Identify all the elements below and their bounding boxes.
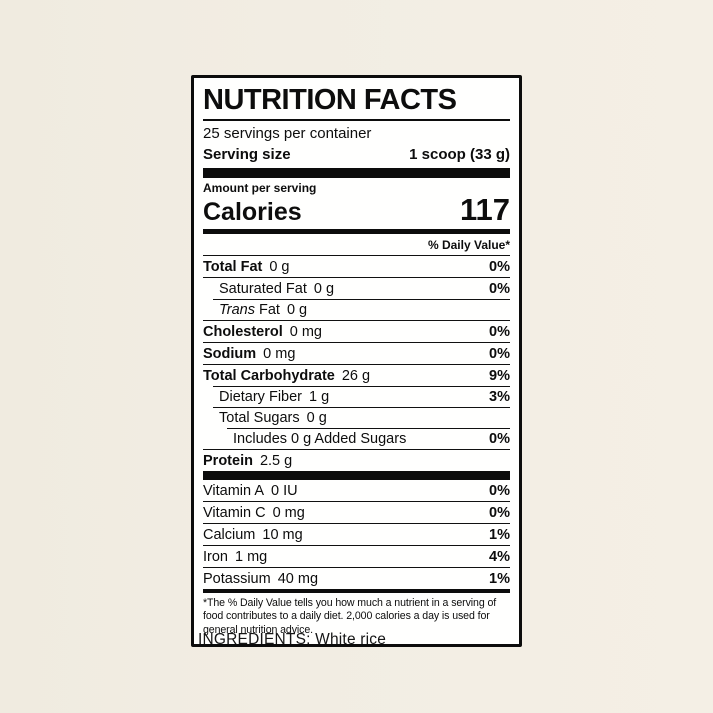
amount-per-serving-label: Amount per serving	[203, 180, 317, 195]
nutrient-amount: 0 mg	[289, 323, 323, 340]
nutrient-name: Includes 0 g Added Sugars	[233, 430, 407, 447]
vitamin-amount: 10 mg	[262, 526, 303, 543]
vitamin-name: Vitamin C	[203, 504, 266, 521]
nutrient-row-added-sugars: Includes 0 g Added Sugars 0%	[203, 427, 510, 449]
vitamin-dv: 0%	[489, 504, 510, 521]
vitamin-amount: 0 IU	[271, 482, 298, 499]
nutrient-name: Total Sugars	[219, 409, 300, 426]
vitamin-name: Iron	[203, 548, 228, 565]
nutrient-dv: 0%	[489, 323, 510, 340]
vitamin-row-vitamin-a: Vitamin A 0 IU 0%	[203, 480, 510, 501]
section-bar-top	[203, 167, 510, 178]
nutrient-amount: 0 g	[313, 280, 335, 297]
nutrient-name: Protein	[203, 452, 253, 469]
nutrient-name-italic: Trans	[219, 301, 255, 318]
vitamin-row-calcium: Calcium 10 mg 1%	[203, 522, 510, 545]
nutrient-name: Sodium	[203, 345, 257, 362]
nutrient-row-cholesterol: Cholesterol 0 mg 0%	[203, 319, 510, 342]
nutrient-row-dietary-fiber: Dietary Fiber 1 g 3%	[203, 385, 510, 407]
vitamin-row-vitamin-c: Vitamin C 0 mg 0%	[203, 500, 510, 523]
vitamin-dv: 1%	[489, 570, 510, 587]
nutrient-name: Saturated Fat	[219, 280, 307, 297]
nutrient-name: Total Fat	[203, 258, 263, 275]
nutrient-amount: 0 g	[306, 409, 327, 426]
daily-value-header: % Daily Value*	[427, 237, 510, 252]
nutrient-amount: 0 g	[269, 258, 290, 275]
nutrient-amount: 0 g	[286, 301, 308, 318]
nutrient-row-trans-fat: Trans Fat 0 g	[203, 298, 510, 320]
nutrient-row-total-fat: Total Fat 0 g 0%	[203, 254, 510, 277]
nutrient-dv: 9%	[489, 367, 510, 384]
nutrient-amount: 0 mg	[263, 345, 296, 362]
nutrient-name: Cholesterol	[203, 323, 283, 340]
nutrient-dv: 0%	[489, 430, 510, 447]
nutrient-amount: 1 g	[309, 388, 330, 405]
vitamin-dv: 4%	[489, 548, 510, 565]
nutrition-facts-panel: NUTRITION FACTS 25 servings per containe…	[191, 75, 522, 648]
nutrient-dv: 0%	[489, 345, 510, 362]
serving-size-value: 1 scoop (33 g)	[409, 145, 510, 163]
vitamin-amount: 1 mg	[235, 548, 268, 565]
nutrient-name: Dietary Fiber	[219, 388, 302, 405]
nutrient-row-total-carbohydrate: Total Carbohydrate 26 g 9%	[203, 363, 510, 386]
daily-value-footnote: *The % Daily Value tells you how much a …	[203, 596, 497, 636]
nutrient-amount: 26 g	[341, 367, 371, 384]
vitamin-rows: Vitamin A 0 IU 0% Vitamin C 0 mg 0% Calciu…	[203, 480, 510, 589]
vitamin-name: Vitamin A	[203, 482, 264, 499]
serving-size-label: Serving size	[203, 145, 291, 163]
serving-size-row: Serving size 1 scoop (33 g)	[203, 144, 510, 168]
section-bar-calories	[203, 228, 510, 234]
vitamin-name: Potassium	[203, 570, 271, 587]
vitamin-row-iron: Iron 1 mg 4%	[203, 544, 510, 567]
nutrient-amount: 2.5 g	[259, 452, 293, 469]
servings-per-container: 25 servings per container	[203, 124, 372, 142]
section-bar-bottom	[203, 588, 510, 593]
nutrient-name: Total Carbohydrate	[203, 367, 335, 384]
calories-value: 117	[459, 191, 510, 227]
ingredients-text: INGREDIENTS: White rice	[198, 631, 387, 648]
vitamin-amount: 0 mg	[272, 504, 305, 521]
calories-label: Calories	[203, 197, 302, 226]
calories-row: Calories 117	[203, 191, 510, 229]
title-divider	[203, 118, 510, 121]
nutrient-row-sodium: Sodium 0 mg 0%	[203, 341, 510, 364]
nutrient-dv: 0%	[489, 280, 510, 297]
nutrient-name: Fat	[259, 301, 280, 318]
vitamin-row-potassium: Potassium 40 mg 1%	[203, 566, 510, 589]
vitamin-name: Calcium	[203, 526, 256, 543]
nutrient-dv: 3%	[489, 388, 510, 405]
nutrient-rows: Total Fat 0 g 0% Saturated Fat 0 g 0% Tran…	[203, 254, 510, 471]
nutrient-row-saturated-fat: Saturated Fat 0 g 0%	[203, 276, 510, 299]
nutrient-row-total-sugars: Total Sugars 0 g	[203, 406, 510, 428]
nutrition-facts-title: NUTRITION FACTS	[203, 84, 457, 116]
nutrient-dv: 0%	[489, 258, 510, 275]
nutrient-row-protein: Protein 2.5 g	[203, 448, 510, 471]
vitamin-dv: 0%	[489, 482, 510, 499]
vitamin-amount: 40 mg	[277, 570, 319, 587]
vitamin-dv: 1%	[489, 526, 510, 543]
section-bar-protein	[203, 470, 510, 480]
